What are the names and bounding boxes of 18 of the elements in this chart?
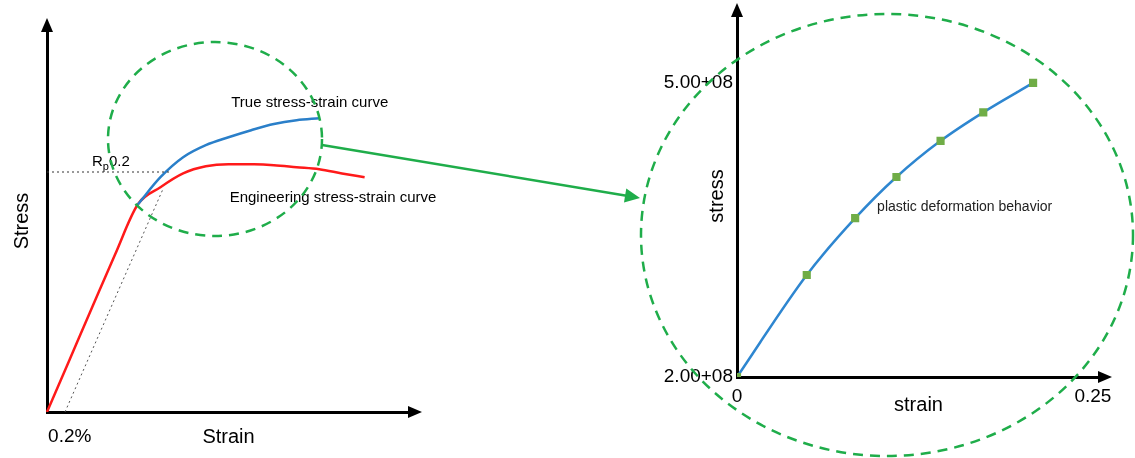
y-axis-title: stress xyxy=(704,169,727,223)
series-label: True stress-strain curve xyxy=(231,93,389,111)
point xyxy=(1029,78,1038,88)
x-axis-title: strain xyxy=(894,392,943,415)
x-axis-title: Strain xyxy=(202,424,255,447)
point xyxy=(851,214,860,223)
point xyxy=(892,172,901,182)
annotation: plastic deformation behavior xyxy=(877,197,1053,214)
x-tick-label: 0 xyxy=(731,384,743,406)
text: 2.00+08 xyxy=(663,365,734,387)
text: 0.2% xyxy=(48,425,92,447)
point xyxy=(802,270,811,280)
point xyxy=(979,108,988,117)
text: 5.00+08 xyxy=(663,71,734,93)
x-tick-label: 0.25 xyxy=(1074,384,1112,406)
point xyxy=(936,136,945,145)
y-axis-title: Stress xyxy=(9,192,32,250)
series-label: Engineering stress-strain curve xyxy=(229,188,437,206)
